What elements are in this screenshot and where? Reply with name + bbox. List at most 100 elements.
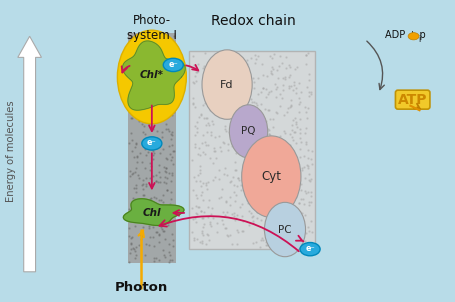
Point <box>275 54 283 59</box>
Point <box>231 74 238 79</box>
Point <box>248 100 255 104</box>
Point <box>295 210 303 215</box>
Point <box>267 68 274 73</box>
Point <box>152 173 159 178</box>
Point <box>197 112 204 117</box>
Point <box>263 243 270 248</box>
Point <box>158 79 165 84</box>
Point <box>208 118 216 123</box>
Point <box>162 71 170 76</box>
Point <box>264 132 272 137</box>
Point <box>167 157 175 162</box>
Point <box>304 203 312 207</box>
Point <box>134 207 141 212</box>
Text: ADP + p: ADP + p <box>384 30 425 40</box>
Point <box>202 123 209 128</box>
Point <box>136 216 143 220</box>
Point <box>160 103 167 108</box>
Point <box>169 237 177 242</box>
Point <box>149 225 156 230</box>
Point <box>197 230 205 235</box>
Point <box>196 239 203 244</box>
Point <box>261 209 268 214</box>
Text: Chl: Chl <box>142 208 161 218</box>
Point <box>303 155 311 160</box>
Point <box>232 168 239 172</box>
Point <box>225 180 233 185</box>
Point <box>202 241 209 246</box>
Point <box>264 225 271 230</box>
Point <box>133 48 141 53</box>
Point <box>158 56 166 60</box>
Point <box>157 48 165 53</box>
Text: Energy of molecules: Energy of molecules <box>6 100 16 202</box>
Point <box>272 240 279 245</box>
Point <box>145 40 152 45</box>
Point <box>241 77 248 82</box>
Point <box>264 191 272 195</box>
Point <box>162 63 170 68</box>
Point <box>143 107 151 112</box>
Point <box>142 184 149 188</box>
Point <box>210 148 217 153</box>
Point <box>200 63 207 68</box>
Point <box>253 210 260 215</box>
Point <box>198 239 206 243</box>
Point <box>255 142 262 147</box>
Point <box>200 209 207 214</box>
Point <box>164 100 171 105</box>
Point <box>163 175 171 180</box>
Point <box>130 93 137 98</box>
Point <box>154 223 161 227</box>
Point <box>239 229 246 233</box>
Point <box>136 197 143 202</box>
Point <box>268 117 276 122</box>
Point <box>149 200 156 205</box>
Point <box>142 175 149 180</box>
Point <box>275 92 283 96</box>
Point <box>129 57 136 62</box>
Point <box>202 180 209 185</box>
Point <box>142 152 149 157</box>
Point <box>302 191 309 196</box>
Point <box>299 196 306 201</box>
Point <box>126 207 133 212</box>
Point <box>167 190 175 195</box>
Point <box>234 99 241 104</box>
Point <box>201 140 208 144</box>
Point <box>221 127 228 132</box>
Point <box>139 34 147 38</box>
Point <box>299 224 307 229</box>
Point <box>134 202 142 207</box>
Point <box>297 168 304 173</box>
Point <box>263 92 271 97</box>
Point <box>248 157 255 162</box>
Point <box>169 148 176 153</box>
Point <box>211 148 218 153</box>
Point <box>209 122 216 127</box>
Point <box>234 229 242 234</box>
Point <box>160 179 167 184</box>
Point <box>127 47 135 52</box>
Point <box>268 67 276 72</box>
Point <box>163 157 171 162</box>
Point <box>218 140 226 145</box>
Point <box>194 173 202 178</box>
Point <box>128 234 135 239</box>
Point <box>278 158 286 163</box>
Point <box>218 210 226 215</box>
Point <box>189 100 197 105</box>
Point <box>290 204 298 209</box>
Point <box>127 246 135 251</box>
Point <box>293 231 301 236</box>
Point <box>244 137 252 142</box>
Point <box>260 147 267 152</box>
Point <box>228 110 236 115</box>
Point <box>264 219 271 223</box>
Point <box>223 210 230 215</box>
Point <box>202 143 209 148</box>
Point <box>237 110 244 115</box>
Point <box>150 244 157 249</box>
Point <box>155 219 162 223</box>
Point <box>209 178 217 183</box>
